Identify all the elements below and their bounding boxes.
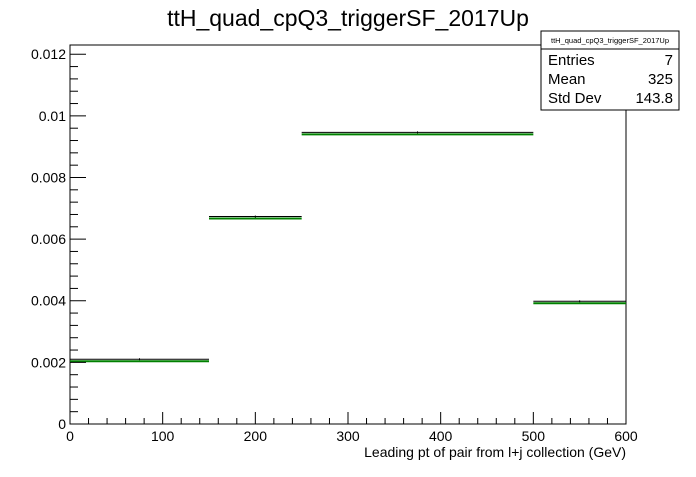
axes: 0 100 200 300 400 500 600 0 0.002 0.004 0.006 0.008… <box>31 46 638 444</box>
x-tick-label: 100 <box>151 428 175 444</box>
y-tick-label: 0 <box>58 416 66 432</box>
histogram-bins <box>70 131 626 363</box>
y-tick-label: 0.004 <box>31 293 66 309</box>
stats-row-value: 143.8 <box>635 90 673 107</box>
x-tick-label: 500 <box>522 428 546 444</box>
stats-box-title: ttH_quad_cpQ3_triggerSF_2017Up <box>551 36 669 45</box>
y-tick-label: 0.012 <box>31 46 66 62</box>
x-tick-label: 300 <box>336 428 360 444</box>
stats-row-label: Std Dev <box>548 90 602 107</box>
stats-row-label: Mean <box>548 71 586 88</box>
stats-box: ttH_quad_cpQ3_triggerSF_2017Up Entries 7 Me… <box>540 30 680 111</box>
x-tick-label: 400 <box>429 428 453 444</box>
x-tick-label: 600 <box>614 428 638 444</box>
x-tick-label: 200 <box>244 428 268 444</box>
stats-row-value: 7 <box>665 52 673 69</box>
stats-row-value: 325 <box>648 71 673 88</box>
stats-row-label: Entries <box>548 52 595 69</box>
y-tick-label: 0.008 <box>31 169 66 185</box>
chart-title: ttH_quad_cpQ3_triggerSF_2017Up <box>167 5 529 31</box>
y-tick-label: 0.006 <box>31 231 66 247</box>
x-tick-label: 0 <box>66 428 74 444</box>
y-tick-label: 0.01 <box>39 108 66 124</box>
stats-box-border <box>540 30 680 111</box>
y-tick-label: 0.002 <box>31 354 66 370</box>
x-axis-label: Leading pt of pair from l+j collection (… <box>364 444 626 460</box>
